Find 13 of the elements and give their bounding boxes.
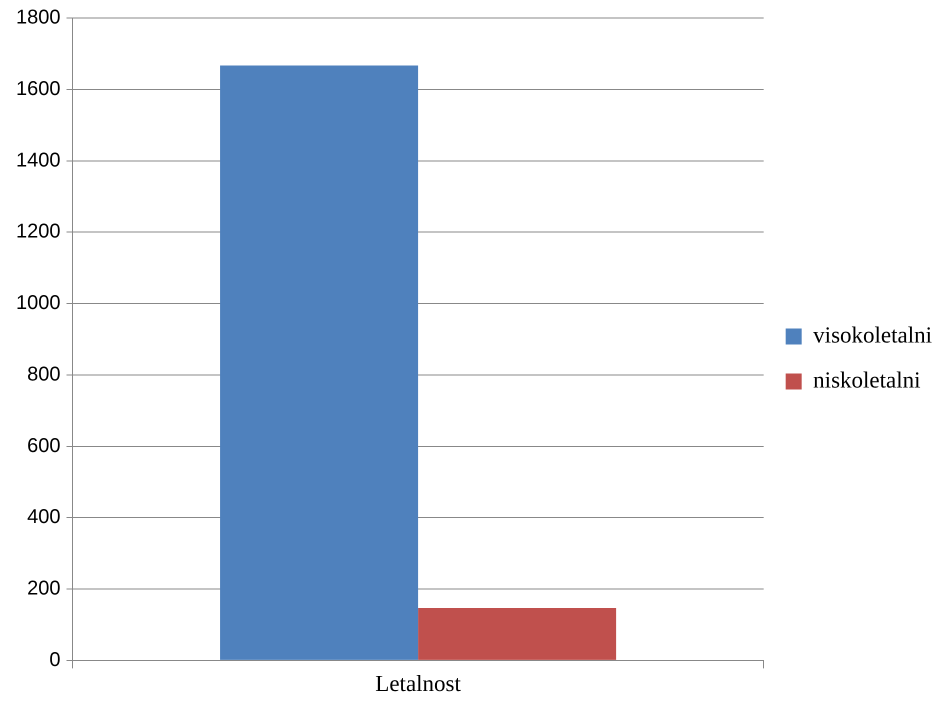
y-tick-label: 1000	[16, 292, 60, 314]
y-tick-label: 600	[27, 434, 60, 457]
y-tick-label: 1200	[16, 220, 60, 243]
y-tick-label: 1800	[16, 6, 60, 29]
legend-label: visokoletalni	[813, 322, 932, 348]
legend-label: niskoletalni	[813, 368, 921, 393]
y-tick-label: 1400	[16, 149, 60, 172]
y-tick-label: 400	[27, 506, 60, 528]
y-tick-label: 1600	[16, 78, 60, 100]
x-tick-label: Letalnost	[375, 671, 462, 696]
y-tick-label: 200	[27, 578, 60, 600]
y-tick-label: 800	[27, 363, 60, 386]
y-tick-label: 0	[49, 648, 60, 671]
